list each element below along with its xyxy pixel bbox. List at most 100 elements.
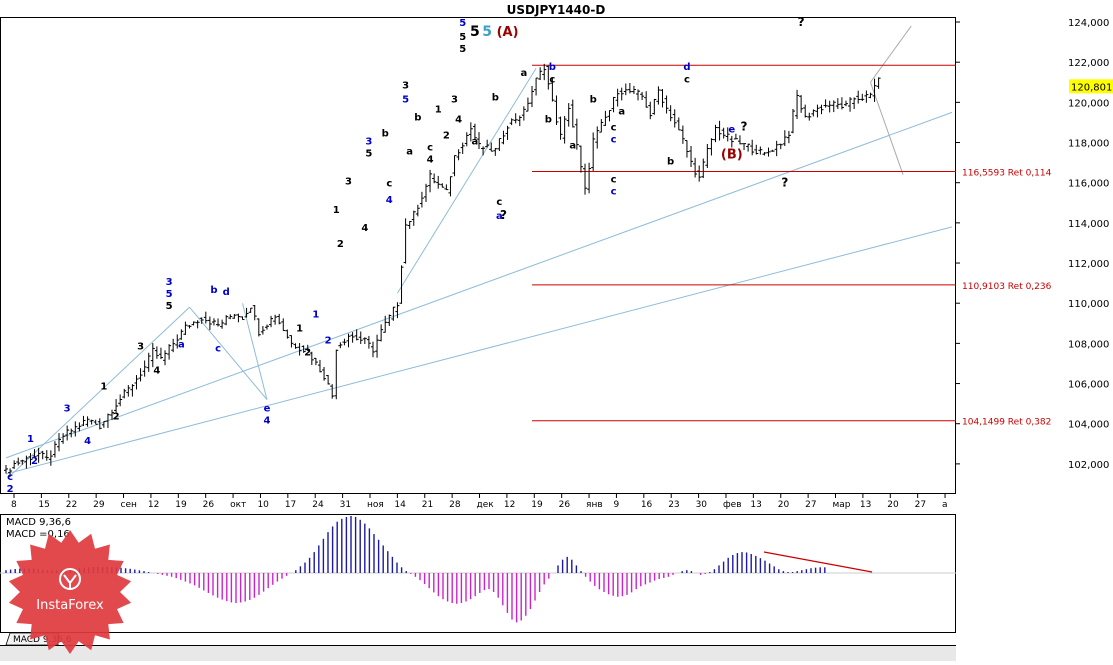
- date-tick-label: 30: [696, 500, 708, 510]
- price-bar: [464, 132, 469, 147]
- wave-label: c: [611, 175, 617, 186]
- price-bar: [28, 453, 33, 466]
- wave-line: [189, 306, 268, 400]
- forecast-line-down: [869, 82, 904, 175]
- wave-label: d: [223, 287, 230, 298]
- price-tick-label: 124,000: [1068, 18, 1109, 29]
- date-tick-label: 26: [203, 500, 215, 510]
- wave-label: c: [549, 74, 555, 85]
- annotation-lines: [5, 25, 956, 477]
- price-bar: [839, 97, 844, 110]
- price-bar: [566, 103, 571, 127]
- price-bar: [766, 147, 771, 157]
- price-bar: [301, 345, 306, 353]
- price-bar: [163, 350, 168, 366]
- retracement-label: 104,1499 Ret 0,382: [962, 418, 1051, 428]
- price-bar: [122, 388, 127, 399]
- wave-label: c: [611, 135, 617, 146]
- wave-label: a: [520, 68, 527, 79]
- price-bar: [391, 306, 396, 321]
- price-bar: [171, 338, 176, 353]
- price-bar: [191, 321, 196, 326]
- wave-label: c: [386, 179, 392, 190]
- wave-label: c: [215, 343, 221, 354]
- date-tick-label: фев: [723, 500, 742, 510]
- date-tick-label: 23: [668, 500, 679, 510]
- price-bar: [868, 92, 873, 99]
- price-bar: [97, 418, 102, 430]
- price-bar: [366, 335, 371, 349]
- price-bar: [786, 130, 791, 144]
- price-bar: [293, 343, 298, 349]
- price-bar: [342, 338, 347, 346]
- main-wave-label: ?: [798, 15, 805, 29]
- retracement-label: 110,9103 Ret 0,236: [962, 282, 1052, 292]
- price-tick-label: 120,000: [1068, 98, 1109, 109]
- price-bar: [656, 86, 661, 105]
- date-tick-label: 31: [340, 500, 351, 510]
- price-bar: [4, 465, 8, 474]
- price-bar: [546, 65, 551, 90]
- date-tick-label: 13: [860, 500, 871, 510]
- date-tick-label: 29: [93, 500, 105, 510]
- date-tick-label: 17: [285, 500, 296, 510]
- price-bar: [746, 143, 751, 152]
- price-bar: [790, 108, 795, 134]
- price-bar: [158, 347, 163, 360]
- price-bar: [134, 375, 139, 390]
- date-tick-label: 28: [449, 500, 461, 510]
- price-bar: [660, 89, 665, 108]
- price-bar: [411, 210, 416, 226]
- price-bar: [150, 343, 155, 368]
- price-bar: [460, 142, 465, 155]
- price-bar: [452, 155, 457, 177]
- date-tick-label: сен: [121, 500, 137, 510]
- price-bar: [827, 100, 832, 113]
- price-bar: [485, 139, 490, 148]
- wave-label: 3: [166, 277, 173, 288]
- wave-label: b: [210, 285, 217, 296]
- macd-label: MACD 9,36,6: [6, 517, 71, 528]
- wave-label: a: [618, 106, 625, 117]
- macd-value-label: MACD =0,16: [6, 529, 70, 540]
- price-bar: [856, 90, 861, 104]
- price-bar: [619, 87, 624, 101]
- wave-label: 1: [100, 382, 107, 393]
- price-bar: [24, 455, 29, 469]
- price-bar: [415, 204, 420, 217]
- wave-label: 5: [365, 149, 372, 160]
- price-bar: [370, 341, 375, 358]
- price-bar: [203, 311, 208, 324]
- date-tick-label: 12: [148, 500, 159, 510]
- wave-label: a: [178, 339, 185, 350]
- price-bar: [93, 419, 98, 425]
- price-bar: [680, 125, 685, 144]
- price-bar: [481, 146, 486, 156]
- date-tick-label: 15: [38, 500, 49, 510]
- price-bar: [517, 115, 522, 127]
- wave-label: 5: [166, 301, 173, 312]
- wave-label: 1: [435, 104, 442, 115]
- wave-label: 5: [459, 44, 466, 55]
- price-bar: [668, 105, 673, 122]
- wave-label: c: [427, 143, 433, 154]
- wave-label: 3: [345, 177, 352, 188]
- price-bar: [737, 135, 742, 145]
- price-bar: [126, 385, 131, 397]
- price-bar: [713, 124, 718, 143]
- price-bar: [309, 351, 314, 366]
- price-tick-label: 118,000: [1068, 139, 1109, 150]
- price-bar: [65, 425, 70, 441]
- price-bar: [689, 145, 694, 168]
- wave-label: 3: [137, 341, 144, 352]
- wave-label: 3: [64, 404, 71, 415]
- date-tick-label: 8: [11, 500, 17, 510]
- price-bar: [395, 302, 400, 319]
- wave-labels: 116,5593 Ret 0,114 110,9103 Ret 0,236 104,…: [7, 15, 1052, 495]
- price-bar: [407, 220, 412, 229]
- retracement-label: 116,5593 Ret 0,114: [962, 168, 1052, 178]
- price-bar: [607, 110, 612, 122]
- price-bar: [118, 394, 123, 407]
- macd-tab-label[interactable]: MACD 9,36,6: [13, 635, 72, 645]
- price-bar: [509, 118, 514, 126]
